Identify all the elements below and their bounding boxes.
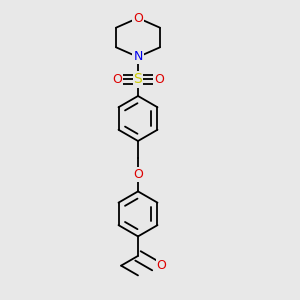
Text: N: N [133, 50, 143, 64]
Text: S: S [134, 73, 142, 86]
Text: O: O [133, 11, 143, 25]
Text: O: O [133, 168, 143, 182]
Text: O: O [112, 73, 122, 86]
Text: O: O [154, 73, 164, 86]
Text: O: O [157, 259, 166, 272]
